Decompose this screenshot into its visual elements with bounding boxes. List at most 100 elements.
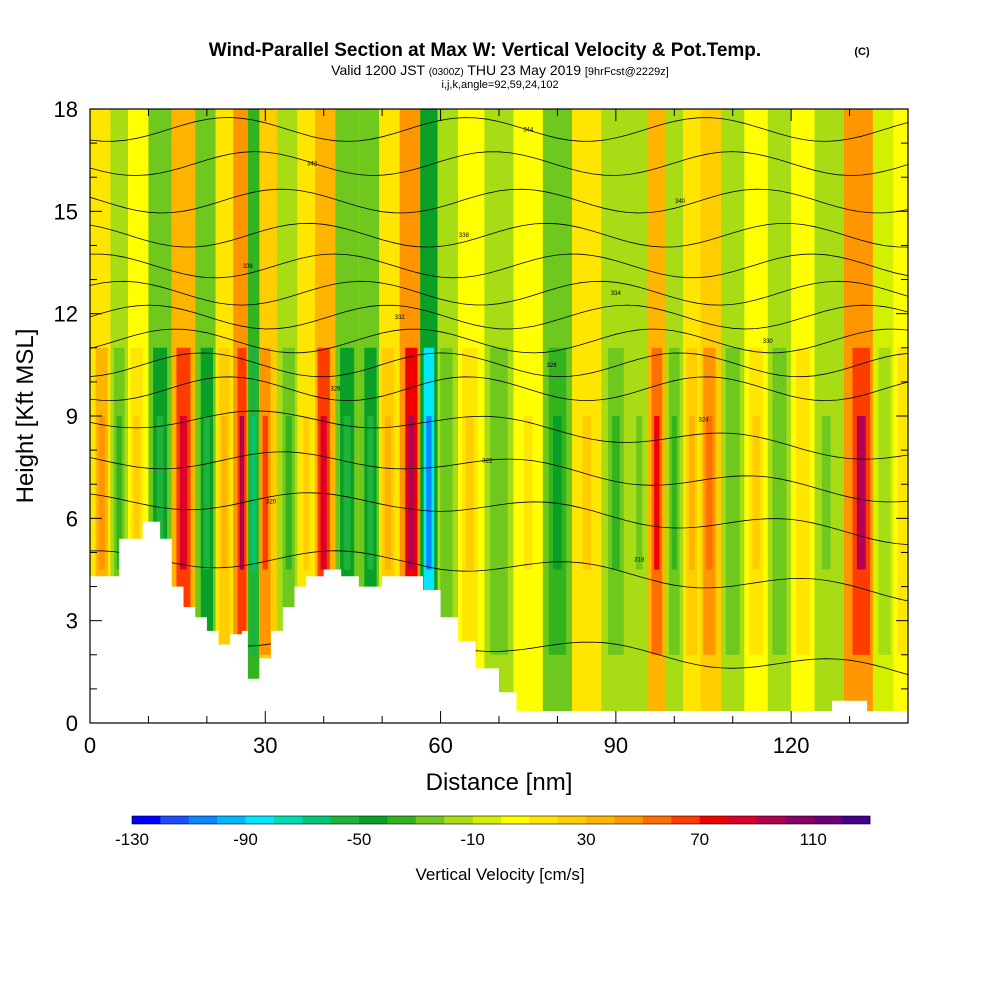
colorbar-tick-label: -10 <box>460 830 485 849</box>
isentrope-line <box>90 550 908 602</box>
velocity-band-peak <box>203 416 210 570</box>
colorbar-swatch <box>614 816 644 824</box>
velocity-band-peak <box>553 416 562 570</box>
velocity-band-peak <box>706 416 713 570</box>
colorbar-tick-label: -130 <box>115 830 149 849</box>
x-tick-label: 120 <box>773 733 810 758</box>
isentrope-line <box>90 222 908 248</box>
velocity-band-peak <box>775 416 783 570</box>
isentrope-label: 330 <box>763 339 774 345</box>
colorbar-swatch <box>359 816 388 824</box>
velocity-band-peak <box>262 416 268 570</box>
velocity-band-peak <box>156 416 164 570</box>
isentrope-line <box>90 304 908 330</box>
colorbar-swatch <box>444 816 474 824</box>
velocity-band-peak <box>729 416 737 570</box>
velocity-band-peak <box>494 416 504 570</box>
velocity-band-peak <box>320 416 327 570</box>
colorbar-tick-label: -50 <box>347 830 372 849</box>
colorbar-swatch <box>330 816 360 824</box>
velocity-band-peak <box>133 416 140 570</box>
isentrope-line <box>90 280 908 306</box>
isentrope-line <box>90 352 908 378</box>
colorbar-swatch <box>415 816 445 824</box>
velocity-band-peak <box>179 416 187 570</box>
x-axis-label: Distance [nm] <box>426 769 573 796</box>
terrain-mask <box>90 521 908 723</box>
colorbar-swatch <box>699 816 729 824</box>
colorbar-swatch <box>217 816 246 824</box>
x-axis: 0 30 60 90 120 <box>84 109 909 758</box>
colorbar <box>131 815 871 825</box>
colorbar-tick-label: -90 <box>233 830 258 849</box>
colorbar-swatch <box>784 816 814 824</box>
isentrope-label: 318 <box>634 557 645 563</box>
velocity-band-peak <box>465 416 474 570</box>
isentrope-label: 328 <box>547 363 558 369</box>
velocity-band-peak <box>221 416 228 570</box>
valid-prefix: Valid 1200 JST <box>331 62 425 78</box>
isentrope-label: 332 <box>395 315 406 321</box>
velocity-band-peak <box>856 416 866 570</box>
x-tick-label: 90 <box>604 733 628 758</box>
isentrope-line <box>90 253 908 279</box>
x-tick-label: 30 <box>253 733 277 758</box>
x-tick-label: 0 <box>84 733 96 758</box>
isentrope-label: 344 <box>523 127 534 133</box>
velocity-band-peak <box>582 416 592 570</box>
isentrope-line <box>90 376 908 402</box>
colorbar-swatch <box>188 816 218 824</box>
isentrope-line <box>90 117 908 142</box>
velocity-band-peak <box>799 416 807 570</box>
y-tick-label: 15 <box>54 199 78 224</box>
colorbar-swatch <box>472 816 502 824</box>
velocity-band-peak <box>611 416 620 570</box>
colorbar-swatch <box>245 816 275 824</box>
velocity-band-peak <box>689 416 695 570</box>
colorbar-swatch <box>387 816 417 824</box>
velocity-band-peak <box>654 416 660 570</box>
colorbar-swatch <box>671 816 701 824</box>
velocity-band-peak <box>636 416 643 570</box>
plot-area: 3153163183203223243263283303323343363383… <box>90 109 908 723</box>
velocity-band-peak <box>821 416 831 570</box>
y-tick-label: 3 <box>66 609 78 634</box>
velocity-band-peak <box>426 416 432 570</box>
y-tick-label: 6 <box>66 506 78 531</box>
y-tick-label: 18 <box>54 97 78 122</box>
y-tick-label: 9 <box>66 404 78 429</box>
colorbar-swatch <box>160 816 190 824</box>
colorbar-tick-labels: -130 -90 -50 -10 30 70 110 <box>115 830 827 849</box>
colorbar-swatch <box>557 816 587 824</box>
velocity-band-peak <box>285 416 292 570</box>
velocity-band-peak <box>239 416 245 570</box>
chart-title: Wind-Parallel Section at Max W: Vertical… <box>209 40 761 61</box>
isentrope-label: 340 <box>675 199 686 205</box>
velocity-band-peak <box>384 416 392 570</box>
isentrope-line <box>90 328 908 354</box>
velocity-band-peak <box>98 416 105 570</box>
isentrope-label: 334 <box>611 291 622 297</box>
velocity-band-peak <box>408 416 415 570</box>
grid-indices: i,j,k,angle=92,59,24,102 <box>441 79 558 91</box>
colorbar-swatch <box>728 816 757 824</box>
velocity-band-peak <box>881 416 888 570</box>
velocity-band-peak <box>367 416 374 570</box>
copyright-mark: (C) <box>854 46 870 58</box>
colorbar-swatch <box>813 816 843 824</box>
valid-time-line: Valid 1200 JST (0300Z) THU 23 May 2019 [… <box>331 62 669 78</box>
colorbar-swatch <box>586 816 615 824</box>
velocity-band-peak <box>523 416 533 570</box>
isentrope-line <box>90 151 908 176</box>
isentrope-label: 336 <box>243 264 254 270</box>
colorbar-frame <box>131 815 871 825</box>
valid-utc: (0300Z) <box>429 67 464 78</box>
y-tick-label: 12 <box>54 302 78 327</box>
y-axis-label: Height [Kft MSL] <box>12 329 39 504</box>
colorbar-swatch <box>302 816 332 824</box>
x-tick-label: 60 <box>428 733 452 758</box>
colorbar-swatch <box>132 816 161 824</box>
colorbar-label: Vertical Velocity [cm/s] <box>415 865 584 884</box>
colorbar-swatch <box>501 816 530 824</box>
